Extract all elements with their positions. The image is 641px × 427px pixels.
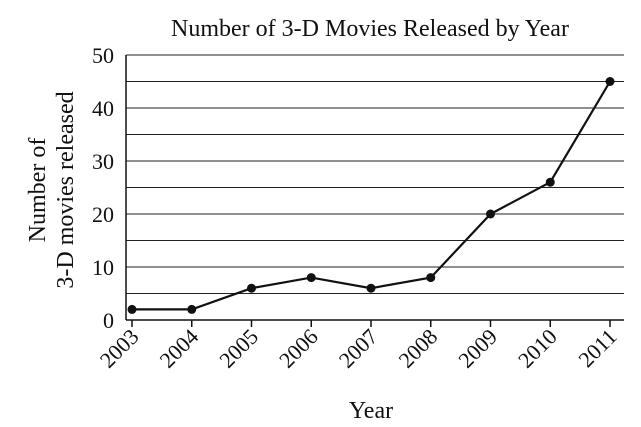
y-tick-label-10: 10: [92, 255, 114, 280]
y-tick-label-40: 40: [92, 96, 114, 121]
x-axis-label: Year: [349, 398, 393, 424]
y-tick-label-20: 20: [92, 202, 114, 227]
data-point-2004: [187, 304, 197, 314]
y-axis-label-line-1: Number of: [25, 138, 51, 243]
y-tick-label-30: 30: [92, 149, 114, 174]
x-tick-label-2009: 2009: [453, 324, 502, 373]
data-point-2007: [366, 283, 376, 293]
x-tick-label-2011: 2011: [573, 324, 621, 372]
y-axis-ticks: 0 10 20 30 40 50: [92, 43, 114, 333]
x-tick-label-2007: 2007: [334, 324, 383, 373]
data-point-2005: [247, 283, 256, 293]
x-tick-label-2008: 2008: [393, 324, 442, 373]
gridlines: [126, 54, 624, 294]
series: [127, 77, 615, 314]
data-point-2009: [486, 209, 495, 219]
x-tick-label-2005: 2005: [214, 324, 263, 373]
x-axis-ticks: 2003 2004 2005 2006 2007 2008 2009 2010 2011: [95, 320, 622, 373]
data-point-2010: [545, 177, 555, 187]
chart-title: Number of 3-D Movies Released by Year: [171, 16, 569, 42]
y-axis-label: Number of 3-D movies released: [25, 91, 79, 288]
data-point-2011: [605, 77, 615, 86]
y-tick-label-0: 0: [103, 308, 114, 333]
axes: [125, 55, 624, 321]
data-point-2008: [426, 273, 436, 283]
x-tick-label-2010: 2010: [513, 324, 562, 373]
data-point-2003: [127, 304, 137, 314]
y-tick-label-50: 50: [92, 43, 114, 68]
data-point-2006: [306, 273, 316, 283]
x-tick-label-2004: 2004: [154, 324, 203, 373]
y-axis-label-line-2: 3-D movies released: [53, 91, 79, 288]
x-tick-label-2006: 2006: [274, 324, 323, 373]
series-line: [132, 80, 611, 311]
